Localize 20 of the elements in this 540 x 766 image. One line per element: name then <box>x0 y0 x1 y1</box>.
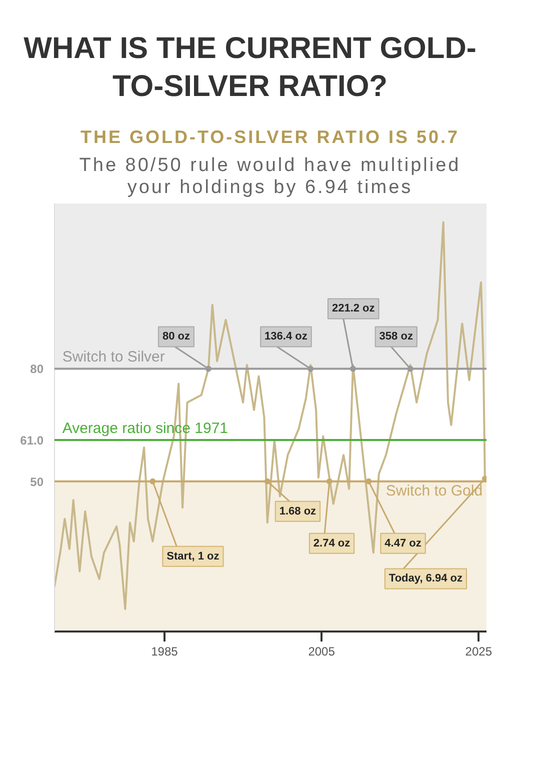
chart-title: WHAT IS THE CURRENT GOLD-TO-SILVER RATIO? <box>22 31 478 104</box>
annotation: Today, 6.94 oz <box>388 573 463 586</box>
y-tick-label: 50 <box>30 475 44 490</box>
ref-line-label: Switch to Silver <box>62 349 165 366</box>
annotation: 2.74 oz <box>313 538 351 550</box>
y-tick-label: 80 <box>30 362 44 377</box>
annotation: 80 oz <box>162 331 190 344</box>
x-tick-label: 2025 <box>465 644 492 659</box>
line-series <box>54 222 486 610</box>
text: The 80/50 rule would have multiplied your holdings by 6.94 times <box>78 154 462 198</box>
annotation: Start, 1 oz <box>166 550 220 563</box>
y-tick-label: 61.0 <box>20 434 44 448</box>
annotation: 4.47 oz <box>384 538 422 550</box>
x-tick-label: 1985 <box>151 644 178 659</box>
annotation: 1.68 oz <box>279 506 317 518</box>
x-tick-label: 2005 <box>308 644 336 659</box>
annotation: 136.4 oz <box>264 331 308 344</box>
annotation: 358 oz <box>379 331 414 344</box>
annotation: 221.2 oz <box>332 303 376 316</box>
chart-subtitle: THE GOLD-TO-SILVER RATIO IS 50.7 <box>80 126 460 149</box>
